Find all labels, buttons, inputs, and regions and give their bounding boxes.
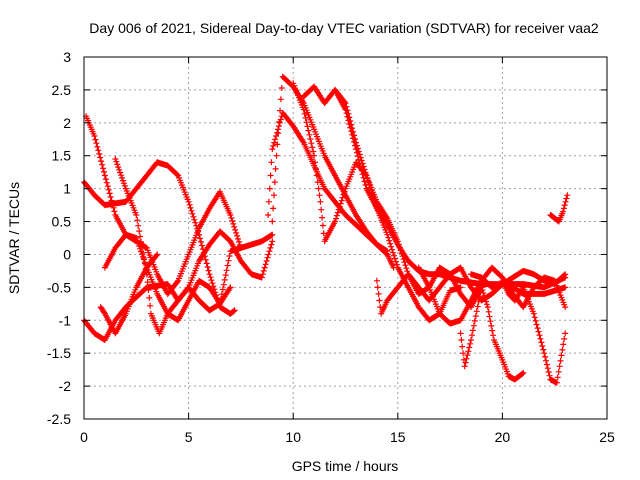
x-tick-label: 20 [495,429,511,445]
y-tick-label: -1 [59,312,72,328]
y-tick-label: -2 [59,378,72,394]
y-tick-label: -1.5 [47,345,71,361]
series-track-7 [269,73,397,271]
x-tick-label: 15 [390,429,406,445]
series-track-8 [265,109,391,255]
grid-layer [84,57,607,419]
data-point-markers [457,284,527,383]
axis-layer: 0 5 10 15 20 25 -2.5 -2 -1.5 -1 -0.5 0 0.5 1 1.5 2 2.5 3 [47,49,615,445]
x-tick-label: 10 [285,429,301,445]
x-tick-label: 0 [80,429,88,445]
y-tick-label: 0.5 [52,214,72,230]
x-tick-label: 5 [185,429,193,445]
series-track-17 [547,192,571,225]
y-tick-label: 0 [63,246,71,262]
series-track-6 [97,251,161,337]
series-track-5 [112,156,276,337]
x-tick-label: 25 [599,429,615,445]
data-point-markers [112,156,276,337]
series-track-15 [499,277,569,386]
plot-frame [83,56,608,420]
data-point-markers [269,73,397,271]
series-track-14 [457,284,527,383]
data-point-markers [97,251,161,337]
y-tick-label: -2.5 [47,411,71,427]
y-tick-label: 2 [63,115,71,131]
data-layer [81,73,571,386]
series-track-16 [468,267,569,291]
chart-title: Day 006 of 2021, Sidereal Day-to-day VTE… [89,20,599,36]
y-tick-label: 2.5 [52,82,72,98]
data-point-markers [547,192,571,225]
data-point-markers [265,109,391,255]
y-tick-label: 3 [63,49,71,65]
y-tick-label: 1 [63,181,71,197]
y-tick-label: -0.5 [47,279,71,295]
data-point-markers [499,277,569,386]
x-axis-label: GPS time / hours [292,458,399,474]
y-axis-label: SDTVAR / TECUs [6,182,22,294]
data-point-markers [468,267,569,291]
y-tick-label: 1.5 [52,148,72,164]
